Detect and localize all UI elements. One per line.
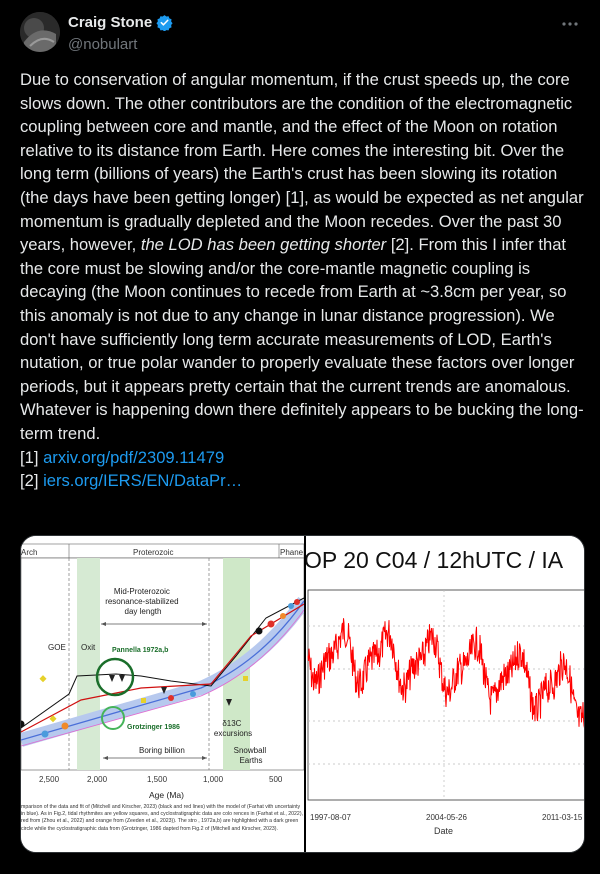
- x-tick: 1,000: [203, 775, 224, 784]
- post-text-part: [2]. From this I infer that the core mus…: [20, 235, 584, 443]
- post-media: Arch Proterozoic Phane Mid-Proterozoic r…: [20, 535, 585, 853]
- grotzinger-label: Grotzinger 1986: [127, 724, 180, 731]
- x-tick: 1,500: [147, 775, 168, 784]
- x-tick: 2,500: [39, 775, 60, 784]
- more-options-icon[interactable]: [560, 14, 580, 34]
- oxit-label: Oxit: [81, 643, 96, 652]
- resonance-annotation: Mid-Proterozoic resonance-stabilized day…: [105, 587, 181, 616]
- snowball-label: Snowball Earths: [234, 746, 269, 765]
- era-label-proterozoic: Proterozoic: [133, 548, 173, 557]
- carbon-excursion-label: δ13C excursions: [214, 719, 252, 738]
- x-tick: 1997-08-07: [310, 813, 351, 822]
- pannella-label: Pannella 1972a,b: [112, 647, 168, 654]
- goe-band: [77, 558, 100, 770]
- x-tick: 2004-05-26: [426, 813, 467, 822]
- era-label-arch: Arch: [21, 548, 37, 557]
- post-text-part: Due to conservation of angular momentum,…: [20, 70, 584, 255]
- goe-label: GOE: [48, 643, 66, 652]
- chart-title: OP 20 C04 / 12hUTC / IA: [306, 547, 564, 573]
- x-axis-label: Age (Ma): [149, 790, 184, 800]
- display-name[interactable]: Craig Stone: [68, 14, 153, 31]
- name-row: Craig Stone: [68, 14, 173, 31]
- reference-link-1[interactable]: arxiv.org/pdf/2309.11479: [43, 447, 225, 467]
- avatar[interactable]: [20, 12, 60, 52]
- reference-link-2[interactable]: iers.org/IERS/EN/DataPr…: [43, 471, 243, 491]
- x-axis-label: Date: [434, 826, 453, 836]
- post-text: Due to conservation of angular momentum,…: [20, 68, 585, 493]
- media-image-lod-history[interactable]: Arch Proterozoic Phane Mid-Proterozoic r…: [21, 536, 304, 852]
- reference-marker: [2]: [20, 471, 44, 491]
- post-header: Craig Stone @nobulart: [20, 10, 580, 60]
- post-text-emphasis: the LOD has been getting shorter: [140, 235, 387, 255]
- pannella-circle: [95, 657, 135, 697]
- boring-billion-label: Boring billion: [139, 746, 185, 755]
- lod-series-line: [307, 618, 584, 729]
- x-tick: 500: [269, 775, 283, 784]
- x-axis: 2,500 2,000 1,500 1,000 500 Age (Ma): [39, 775, 283, 800]
- figure-caption: mparison of the data and fit of (Mitchel…: [21, 804, 303, 832]
- x-tick: 2011-03-15: [542, 813, 583, 822]
- reference-marker: [1]: [20, 447, 44, 467]
- x-tick: 2,000: [87, 775, 108, 784]
- handle[interactable]: @nobulart: [68, 36, 138, 53]
- media-image-lod-series[interactable]: OP 20 C04 / 12hUTC / IA 1997-08-07 2004-…: [306, 536, 584, 852]
- verified-badge-icon: [156, 15, 173, 31]
- era-label-phane: Phane: [280, 548, 304, 557]
- grotzinger-circle: [101, 706, 125, 730]
